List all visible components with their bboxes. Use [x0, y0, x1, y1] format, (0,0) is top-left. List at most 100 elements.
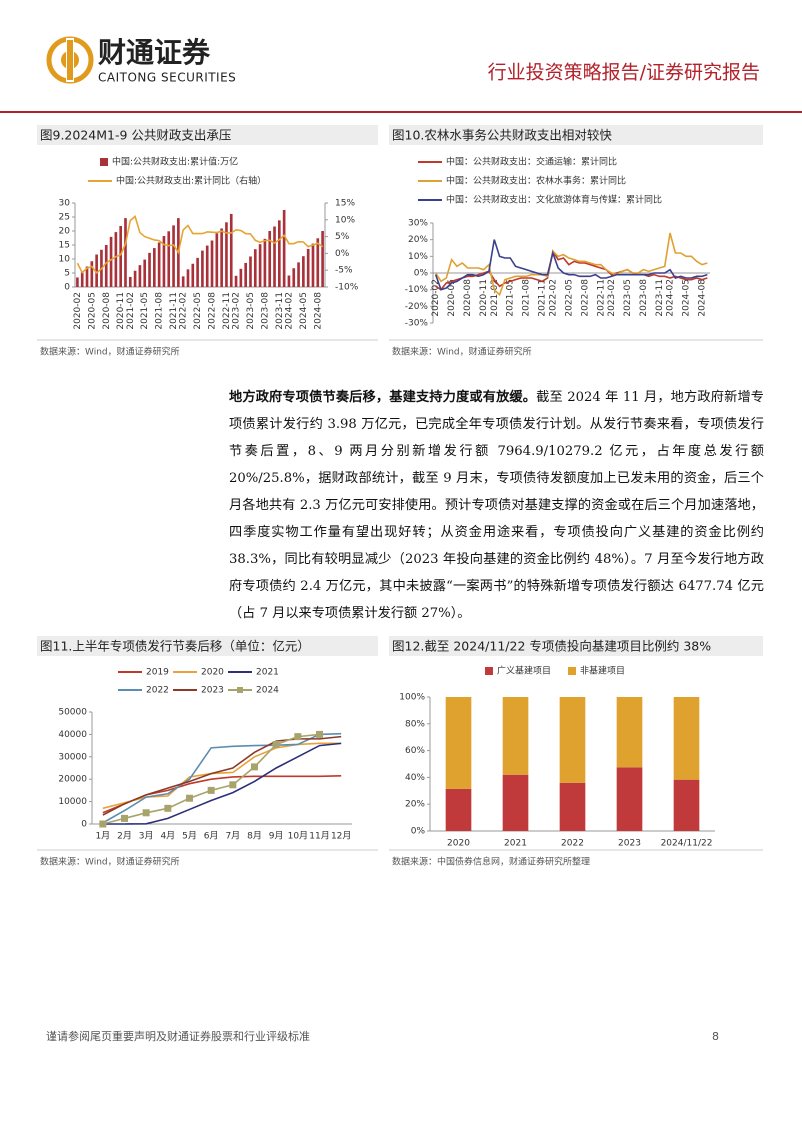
- y2-tick-label: 0%: [335, 249, 350, 259]
- paragraph: 地方政府专项债节奏后移，基建支持力度或有放缓。截至 2024 年 11 月，地方…: [229, 384, 764, 627]
- x-tick-label: 2022-08: [208, 292, 218, 330]
- bar: [215, 233, 219, 287]
- bar: [249, 256, 252, 287]
- x-tick-label: 2024-08: [313, 292, 323, 330]
- x-tick-label: 2020-11: [479, 279, 489, 317]
- legend-label: 2022: [146, 686, 169, 696]
- source: 数据来源：Wind，财通证券研究所: [40, 856, 180, 868]
- x-tick-label: 2022-02: [179, 292, 189, 330]
- bar: [119, 225, 122, 287]
- bar: [128, 276, 132, 287]
- y-tick-label: 25: [59, 213, 70, 223]
- x-tick-label: 2024-05: [299, 292, 309, 330]
- legend-label: 2024: [256, 686, 279, 696]
- x-tick-label: 2022: [561, 839, 584, 849]
- bar: [90, 261, 94, 287]
- bar: [234, 275, 238, 287]
- x-tick-label: 2021-02: [126, 292, 136, 330]
- bar: [85, 266, 89, 287]
- bar: [445, 697, 472, 789]
- bar: [297, 262, 300, 287]
- x-tick-label: 2021-08: [522, 279, 532, 317]
- legend-swatch: [485, 667, 493, 675]
- x-tick-label: 2020-05: [447, 279, 457, 317]
- bar: [311, 243, 315, 287]
- y-tick-label: 10000: [58, 797, 87, 807]
- disclaimer: 谨请参阅尾页重要声明及财通证券股票和行业评级标准: [46, 1029, 310, 1043]
- line: [435, 249, 708, 291]
- line: [434, 232, 708, 297]
- bar: [502, 697, 529, 775]
- title-box: [389, 125, 763, 145]
- x-tick-label: 2021-05: [140, 292, 150, 330]
- y-tick-label: 15: [59, 241, 70, 251]
- line: [102, 732, 342, 824]
- x-tick-label: 7月: [225, 831, 240, 842]
- x-tick-label: 2020-02: [431, 279, 441, 317]
- y-tick-label: -30%: [405, 319, 429, 329]
- marker: [207, 786, 215, 794]
- x-tick-label: 2月: [117, 831, 132, 842]
- y-tick-label: 0: [81, 820, 87, 830]
- line: [434, 239, 708, 291]
- y-tick-label: 40000: [58, 730, 87, 740]
- bar: [316, 238, 320, 287]
- x-tick-label: 5月: [182, 831, 197, 842]
- bar: [258, 244, 262, 287]
- x-tick-label: 2024-02: [666, 279, 676, 317]
- bar: [673, 779, 700, 831]
- y-tick-label: 80%: [405, 719, 425, 729]
- x-tick-label: 2021-08: [155, 292, 165, 330]
- x-tick-label: 2023-08: [260, 292, 270, 330]
- brand: 财通证券: [98, 36, 211, 69]
- x-tick-label: 1月: [95, 831, 110, 842]
- y-tick-label: 10: [59, 255, 71, 265]
- x-tick-label: 2021-11: [169, 292, 179, 330]
- x-tick-label: 2022-05: [564, 279, 574, 317]
- y-tick-label: 40%: [405, 773, 425, 783]
- x-tick-label: 2024-05: [682, 279, 692, 317]
- bar: [306, 248, 310, 287]
- legend-label: 中国：公共财政支出：交通运输：累计同比: [446, 156, 617, 168]
- x-tick-label: 4月: [160, 831, 175, 842]
- legend-label: 2023: [201, 686, 224, 696]
- bar: [133, 270, 137, 287]
- y-tick-label: 5: [64, 269, 70, 279]
- bar: [287, 275, 291, 287]
- bar: [205, 245, 209, 287]
- bar: [109, 236, 113, 287]
- bar: [138, 265, 142, 287]
- chart-title: 图9.2024M1-9 公共财政支出承压: [40, 128, 231, 143]
- bar: [191, 263, 195, 287]
- x-tick-label: 2020-02: [73, 292, 83, 330]
- x-tick-label: 2020-08: [463, 279, 473, 317]
- x-tick-label: 2021-02: [490, 279, 500, 317]
- y-tick-label: 50000: [58, 708, 87, 718]
- legend-label: 2020: [201, 668, 224, 678]
- marker: [142, 809, 150, 817]
- bar: [268, 231, 272, 287]
- bar: [76, 277, 79, 287]
- marker: [121, 814, 128, 822]
- bar: [220, 228, 223, 287]
- bar: [229, 213, 233, 287]
- y-tick-label: 0%: [411, 827, 426, 837]
- marker: [164, 804, 172, 812]
- bar: [201, 250, 204, 287]
- x-tick-label: 2024/11/22: [661, 839, 713, 849]
- bar: [80, 271, 84, 287]
- source: 数据来源：中国债券信息网，财通证券研究所整理: [392, 856, 590, 868]
- x-tick-label: 2020: [447, 839, 470, 849]
- brand-en: CAITONG SECURITIES: [98, 71, 236, 85]
- bar: [148, 252, 151, 287]
- bar: [186, 269, 190, 287]
- y2-tick-label: 5%: [335, 232, 350, 242]
- x-tick-label: 9月: [269, 831, 284, 842]
- marker: [186, 794, 193, 802]
- legend-label: 中国:公共财政支出:累计值:万亿: [112, 156, 238, 168]
- body-text: 截至 2024 年 11 月，地方政府新增专项债累计发行约 3.98 万亿元，已…: [229, 390, 764, 621]
- line: [102, 775, 342, 814]
- x-tick-label: 2022-11: [596, 279, 606, 317]
- y2-tick-label: 15%: [335, 199, 355, 209]
